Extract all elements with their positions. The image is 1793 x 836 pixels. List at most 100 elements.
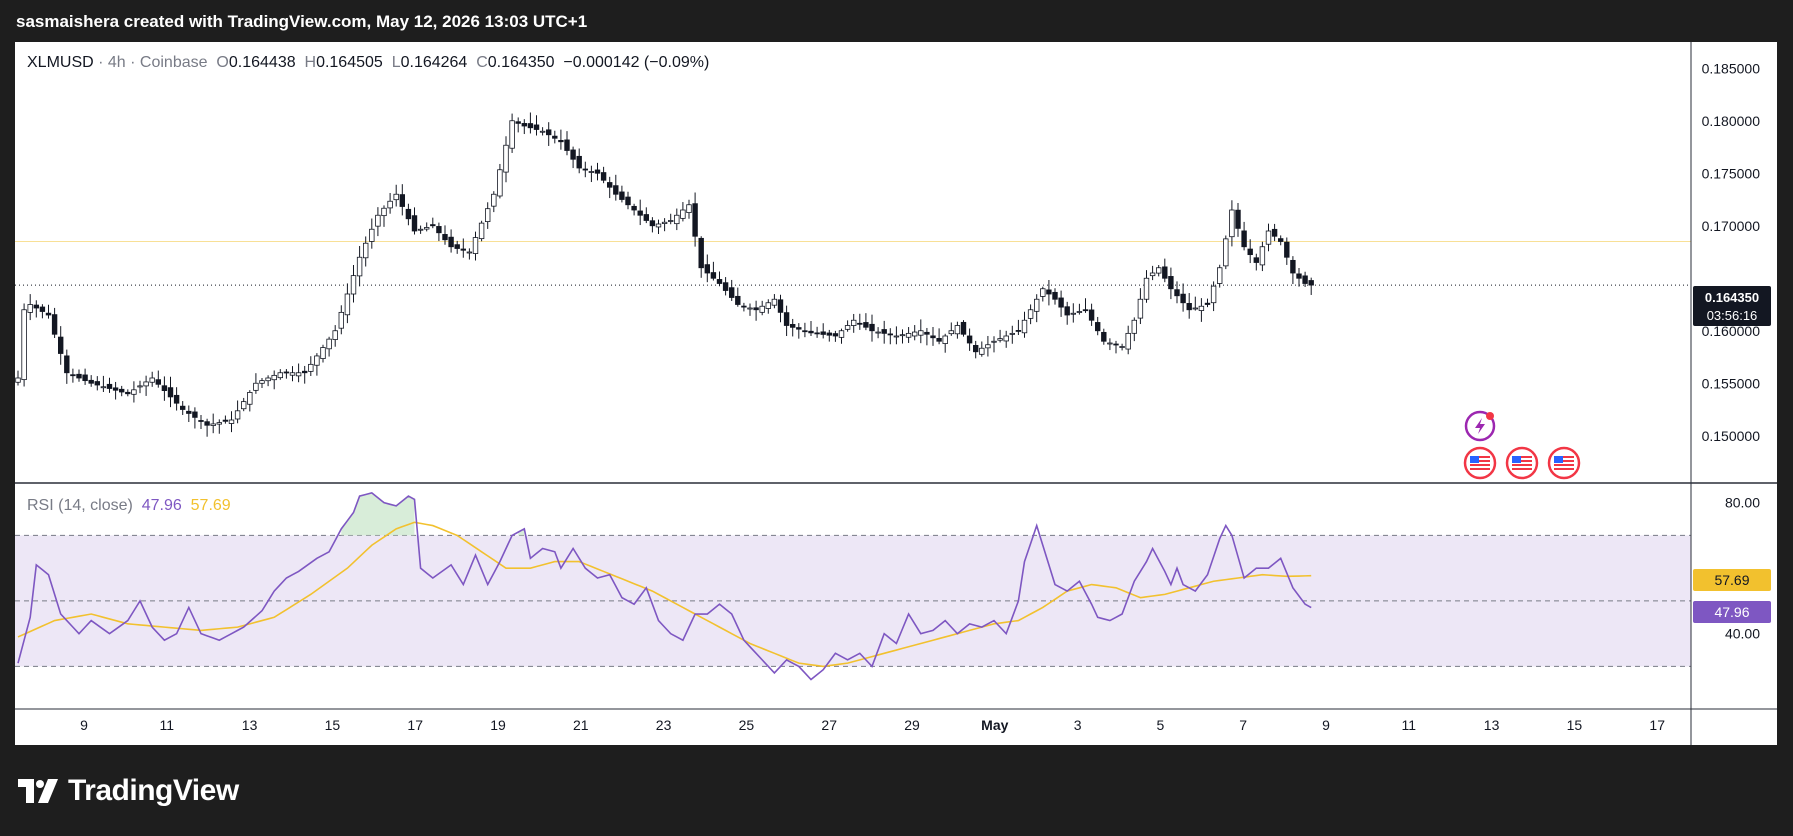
candle[interactable]	[905, 327, 912, 343]
candle[interactable]	[863, 313, 869, 331]
candle[interactable]	[765, 299, 771, 314]
candle[interactable]	[631, 203, 637, 216]
candle[interactable]	[350, 264, 357, 303]
candle[interactable]	[442, 225, 448, 245]
candle[interactable]	[594, 162, 601, 181]
candle[interactable]	[1040, 286, 1046, 302]
candle[interactable]	[326, 336, 332, 357]
candle[interactable]	[552, 130, 558, 144]
candle[interactable]	[1241, 221, 1247, 251]
candle[interactable]	[1058, 290, 1064, 317]
candle[interactable]	[253, 373, 259, 394]
candle[interactable]	[844, 320, 851, 332]
rsi-line[interactable]	[17, 491, 1312, 681]
candle[interactable]	[484, 202, 491, 229]
candle[interactable]	[399, 184, 405, 216]
candle[interactable]	[491, 191, 497, 213]
candle[interactable]	[960, 320, 967, 337]
candle[interactable]	[802, 322, 808, 338]
candle[interactable]	[64, 349, 70, 384]
candle[interactable]	[27, 294, 33, 321]
candle[interactable]	[1229, 200, 1235, 247]
candle[interactable]	[308, 356, 314, 377]
candle[interactable]	[832, 330, 839, 342]
candle[interactable]	[722, 277, 729, 296]
candle[interactable]	[45, 304, 52, 319]
candle[interactable]	[338, 305, 344, 335]
candle[interactable]	[100, 375, 107, 393]
candle[interactable]	[289, 366, 296, 382]
candle[interactable]	[1284, 237, 1290, 265]
candle[interactable]	[814, 326, 820, 338]
candle[interactable]	[1180, 283, 1186, 312]
candle[interactable]	[283, 369, 290, 379]
candle[interactable]	[991, 336, 997, 353]
candle[interactable]	[692, 192, 698, 247]
candle[interactable]	[1265, 223, 1272, 252]
candle[interactable]	[576, 148, 582, 174]
us-flag-event-icon[interactable]	[1463, 446, 1497, 480]
candle[interactable]	[655, 219, 662, 234]
candle[interactable]	[436, 222, 442, 242]
candle[interactable]	[411, 207, 418, 235]
candle[interactable]	[112, 381, 119, 400]
candle[interactable]	[460, 238, 466, 258]
candle[interactable]	[161, 376, 168, 401]
candle[interactable]	[1143, 270, 1150, 303]
candle[interactable]	[680, 202, 686, 222]
candle[interactable]	[466, 248, 473, 260]
candle[interactable]	[131, 381, 137, 403]
candle[interactable]	[82, 368, 88, 385]
chart-svg[interactable]: 0.185000 0.180000 0.175000 0.170000 0.160000…	[15, 42, 1777, 745]
time-axis[interactable]: 9 11 13 15 17 19 21 23 25 27 29 May 3 5 7 9 11 13 15 17	[80, 717, 1665, 733]
candle[interactable]	[1009, 325, 1015, 344]
candle[interactable]	[247, 390, 253, 412]
candle[interactable]	[369, 218, 375, 249]
candle[interactable]	[1235, 203, 1241, 237]
candle[interactable]	[1290, 256, 1296, 285]
candle[interactable]	[899, 329, 906, 344]
candle[interactable]	[643, 207, 649, 224]
candle[interactable]	[771, 294, 778, 309]
candle[interactable]	[478, 220, 485, 242]
candle[interactable]	[198, 414, 204, 429]
candle[interactable]	[521, 119, 527, 135]
candle[interactable]	[729, 279, 735, 301]
candle[interactable]	[607, 176, 613, 199]
candle[interactable]	[783, 305, 790, 337]
candle[interactable]	[381, 205, 387, 227]
candle[interactable]	[137, 380, 143, 394]
candle[interactable]	[966, 328, 973, 351]
candle[interactable]	[301, 365, 308, 384]
candle[interactable]	[1021, 311, 1028, 338]
candle[interactable]	[661, 218, 668, 232]
candle[interactable]	[173, 387, 180, 411]
candle[interactable]	[613, 174, 619, 201]
us-flag-event-icon[interactable]	[1505, 446, 1539, 480]
candle[interactable]	[1271, 223, 1278, 242]
candle[interactable]	[1174, 281, 1180, 304]
candle[interactable]	[1113, 340, 1119, 354]
candle[interactable]	[912, 325, 918, 341]
price-axis[interactable]: 0.185000 0.180000 0.175000 0.170000 0.160000…	[1702, 60, 1761, 444]
candle[interactable]	[234, 400, 241, 424]
candle[interactable]	[106, 377, 113, 393]
candle[interactable]	[875, 327, 881, 339]
candle[interactable]	[649, 217, 656, 233]
candle[interactable]	[430, 217, 436, 229]
candle[interactable]	[674, 208, 680, 231]
candle[interactable]	[1046, 279, 1052, 306]
candle[interactable]	[320, 344, 326, 363]
candle[interactable]	[948, 322, 954, 336]
candle[interactable]	[1027, 304, 1034, 325]
symbol-name[interactable]: XLMUSD	[27, 54, 94, 71]
candle[interactable]	[747, 303, 753, 316]
candle[interactable]	[1253, 253, 1259, 271]
candle[interactable]	[167, 376, 174, 408]
candle[interactable]	[1149, 265, 1156, 281]
candle[interactable]	[857, 313, 863, 330]
candle[interactable]	[240, 397, 247, 412]
candle[interactable]	[143, 375, 149, 396]
candle[interactable]	[1131, 317, 1137, 342]
candle[interactable]	[887, 328, 893, 345]
